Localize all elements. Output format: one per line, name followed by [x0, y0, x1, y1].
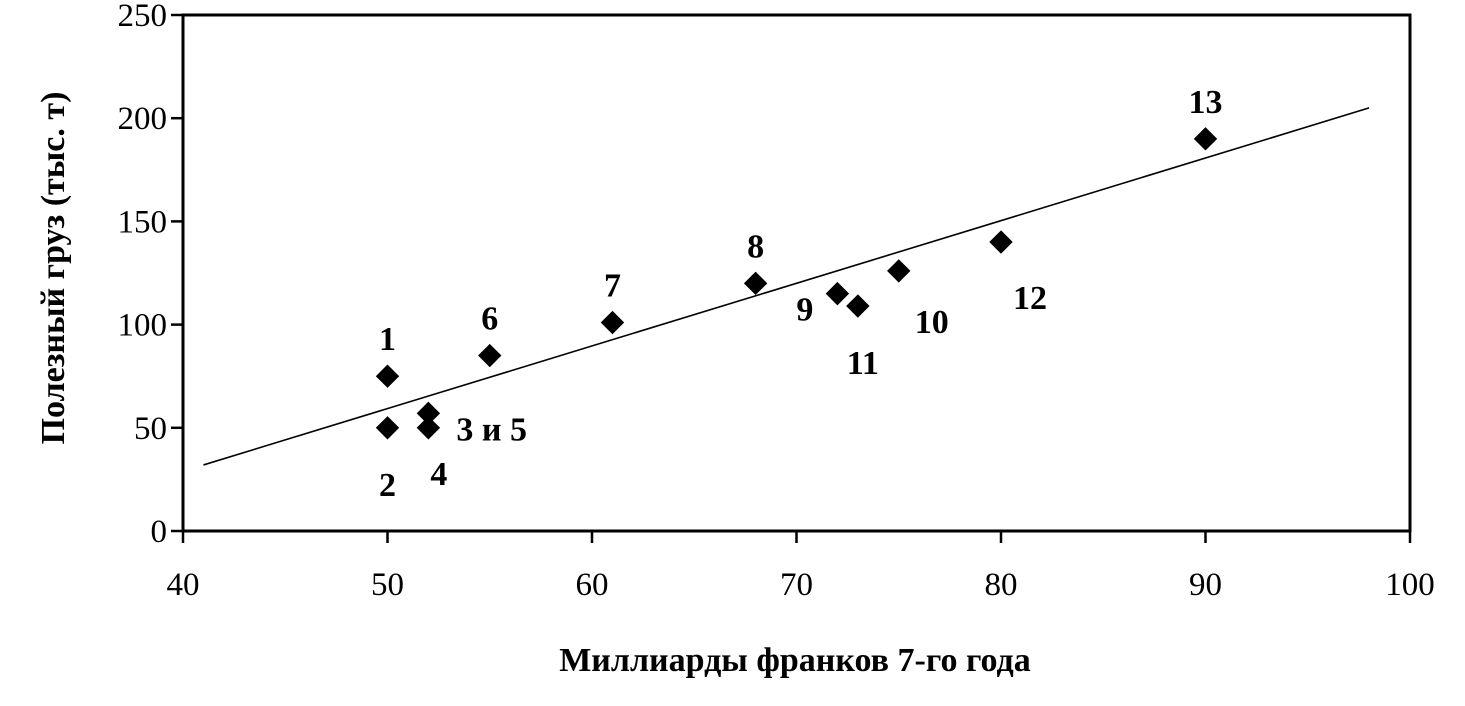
- data-point: [478, 343, 502, 368]
- point-label: 6: [481, 301, 498, 338]
- data-point: [887, 259, 911, 283]
- point-label: 13: [1189, 84, 1223, 121]
- data-point: [743, 271, 768, 296]
- x-tick-label: 100: [1385, 567, 1435, 603]
- point-label: 7: [604, 268, 621, 305]
- x-tick-label: 80: [985, 567, 1018, 603]
- data-point: [375, 416, 400, 440]
- x-axis-title: Миллиарды франков 7-го года: [559, 642, 1031, 679]
- plot-frame: [181, 13, 1412, 533]
- y-tick-label: 150: [118, 204, 168, 240]
- data-point: [1193, 127, 1218, 151]
- point-label: 1: [379, 321, 396, 358]
- data-points: [375, 127, 1218, 440]
- point-label: 10: [915, 304, 949, 341]
- point-label: 11: [847, 345, 879, 382]
- data-point: [846, 294, 870, 318]
- data-point: [416, 416, 441, 440]
- plot-border: [181, 13, 1412, 533]
- x-tick-label: 60: [576, 567, 609, 603]
- y-axis-title: Полезный груз (тыс. т): [35, 92, 72, 445]
- point-label: 4: [430, 456, 447, 493]
- data-point: [825, 281, 850, 306]
- y-tick-label: 100: [118, 308, 168, 344]
- data-point: [989, 230, 1013, 254]
- point-label: 8: [747, 228, 764, 265]
- point-label: 2: [379, 467, 396, 504]
- y-tick-label: 0: [151, 514, 168, 550]
- axis-ticks: 40 50 60 70 80 90 100 0 50 100 150 200 250: [118, 0, 1435, 603]
- x-tick-label: 90: [1189, 567, 1222, 603]
- point-label: 9: [796, 292, 813, 329]
- y-tick-label: 200: [118, 101, 168, 137]
- x-tick-label: 50: [371, 567, 404, 603]
- y-tick-label: 50: [134, 411, 167, 447]
- trendline: [203, 107, 1370, 466]
- x-tick-label: 40: [167, 567, 200, 603]
- x-tick-label: 70: [780, 567, 813, 603]
- data-point: [375, 364, 400, 388]
- data-point: [600, 310, 625, 335]
- y-tick-label: 250: [118, 0, 168, 34]
- point-label: 3 и 5: [456, 412, 527, 449]
- trend-line: [203, 107, 1370, 466]
- point-label: 12: [1013, 280, 1047, 317]
